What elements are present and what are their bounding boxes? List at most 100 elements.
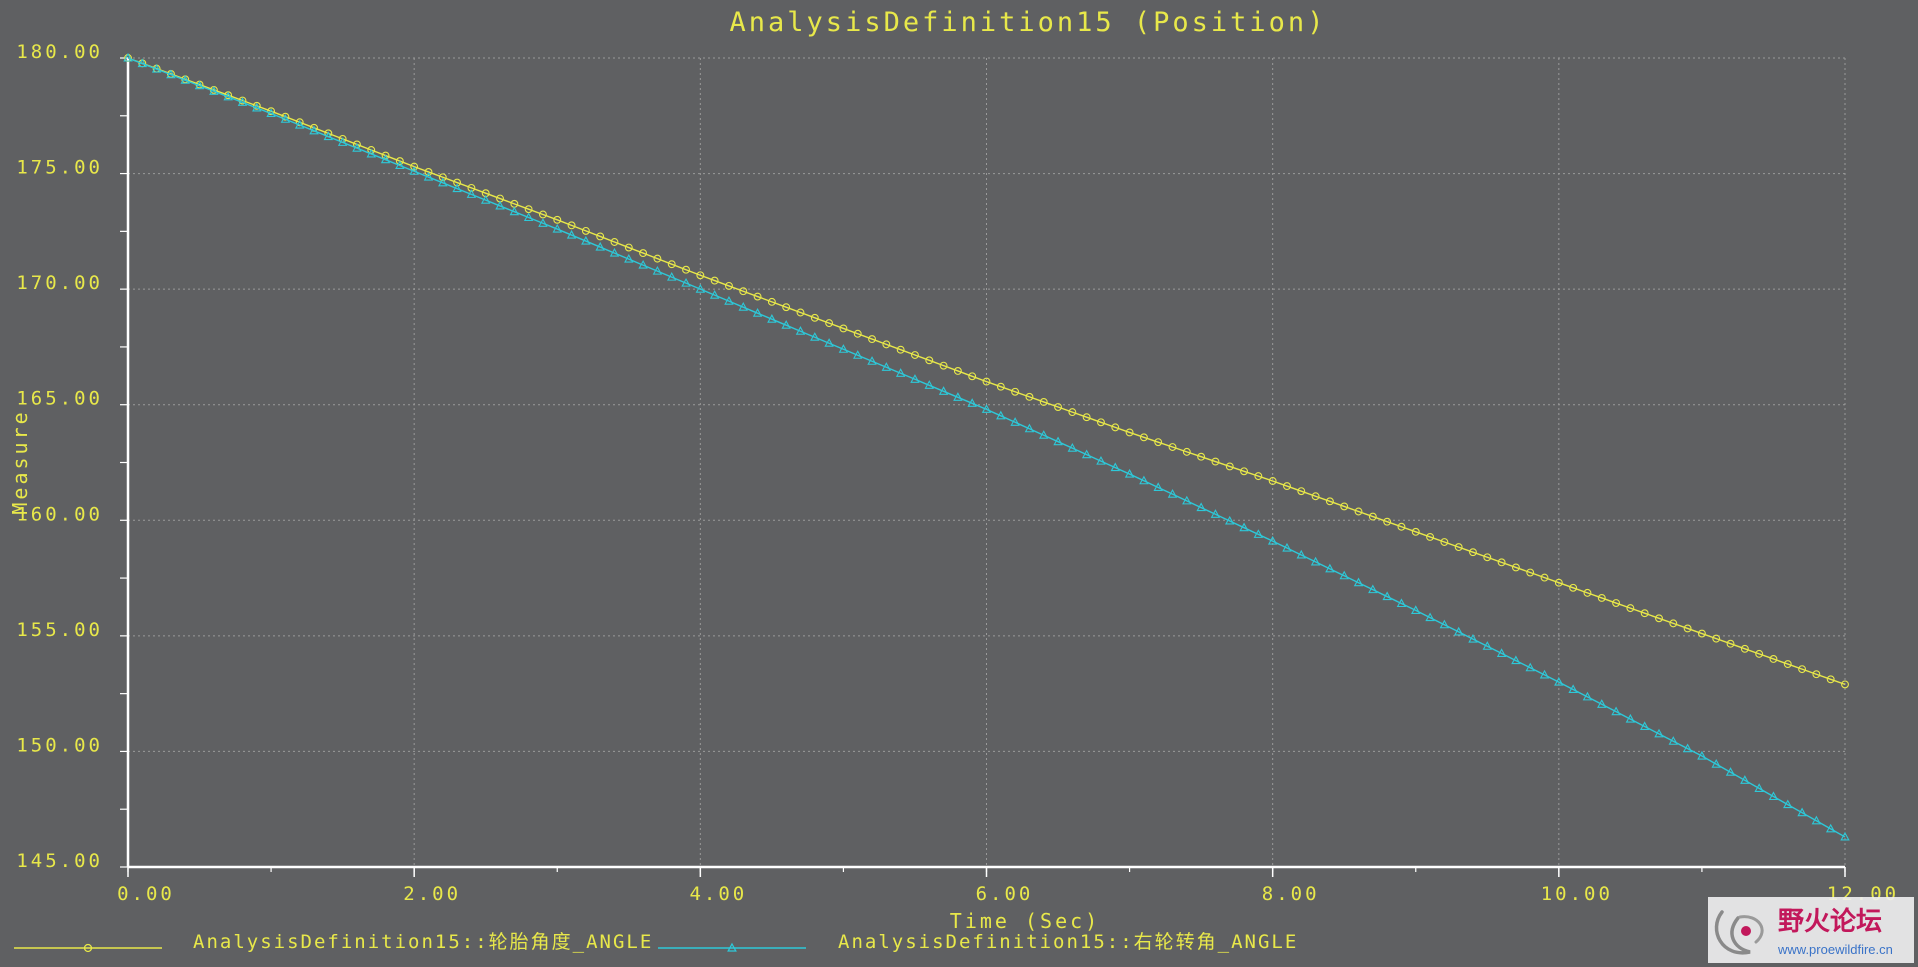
data-point-triangle — [752, 308, 763, 317]
data-point-triangle — [452, 183, 462, 193]
data-point-circle — [1139, 433, 1148, 442]
data-point-triangle — [423, 171, 434, 181]
data-point-triangle — [137, 58, 148, 68]
data-point-triangle — [609, 247, 620, 257]
series-line — [127, 57, 1846, 838]
x-tick-label: 10.00 — [1541, 883, 1613, 905]
data-point-triangle — [180, 75, 190, 84]
data-point-circle — [1554, 578, 1563, 587]
fire-logo-icon — [1714, 910, 1764, 955]
data-point-triangle — [881, 362, 892, 371]
x-tick-label: 6.00 — [976, 883, 1034, 905]
legend-marker-circle — [83, 943, 93, 953]
data-point-circle — [596, 232, 605, 241]
x-tick-label: 2.00 — [403, 883, 461, 905]
y-tick-label: 165.00 — [16, 388, 103, 410]
data-point-circle — [1812, 670, 1821, 679]
data-point-circle — [1325, 497, 1334, 506]
data-point-triangle — [1067, 443, 1078, 452]
data-point-circle — [1511, 563, 1520, 572]
data-point-triangle — [767, 314, 777, 323]
data-point-triangle — [1153, 482, 1163, 492]
data-point-circle — [1311, 492, 1320, 501]
data-point-circle — [267, 107, 276, 116]
data-point-triangle — [1611, 706, 1621, 716]
data-point-circle — [839, 324, 848, 333]
data-point-circle — [1354, 507, 1363, 516]
data-point-circle — [1798, 665, 1807, 674]
data-point-circle — [581, 226, 590, 235]
data-point-circle — [639, 249, 648, 258]
data-point-triangle — [1639, 721, 1650, 731]
data-point-triangle — [1296, 549, 1307, 559]
y-tick-label: 145.00 — [16, 850, 103, 872]
data-point-circle — [1039, 397, 1048, 406]
data-point-triangle — [824, 338, 834, 347]
data-point-triangle — [1453, 626, 1464, 636]
data-point-circle — [1197, 452, 1206, 461]
data-point-triangle — [294, 119, 305, 129]
data-point-triangle — [1139, 475, 1149, 485]
data-point-circle — [1454, 543, 1463, 552]
data-point-circle — [1583, 588, 1592, 597]
data-point-triangle — [209, 86, 219, 95]
data-point-triangle — [967, 398, 977, 407]
data-point-circle — [1340, 502, 1349, 511]
data-point-triangle — [1597, 699, 1607, 708]
data-point-triangle — [166, 69, 176, 79]
data-point-circle — [1154, 438, 1163, 447]
data-point-triangle — [1024, 423, 1035, 433]
series-2 — [123, 52, 1850, 841]
data-point-triangle — [1253, 529, 1264, 538]
data-point-triangle — [924, 380, 934, 389]
data-point-circle — [1712, 634, 1721, 643]
minor-ticks — [120, 57, 1846, 877]
data-point-circle — [1111, 423, 1120, 432]
legend-label-tire-angle: AnalysisDefinition15::轮胎角度_ANGLE — [193, 931, 653, 953]
data-point-triangle — [1210, 509, 1221, 518]
data-point-triangle — [1582, 691, 1593, 701]
data-point-circle — [710, 276, 719, 285]
data-point-triangle — [795, 326, 806, 335]
data-point-triangle — [1310, 556, 1321, 566]
data-point-triangle — [252, 102, 262, 112]
data-point-triangle — [981, 404, 992, 413]
data-point-circle — [667, 260, 676, 269]
data-point-triangle — [509, 206, 520, 216]
data-point-triangle — [1797, 807, 1807, 817]
data-point-circle — [1469, 548, 1477, 557]
data-point-circle — [1626, 604, 1635, 613]
data-point-triangle — [1439, 619, 1450, 629]
data-point-circle — [982, 377, 991, 386]
data-point-triangle — [1053, 436, 1063, 446]
data-point-circle — [624, 243, 633, 252]
y-tick-label: 170.00 — [16, 272, 103, 294]
data-point-circle — [1526, 568, 1535, 577]
tick-labels: 0.00 2.00 4.00 6.00 8.00 10.00 12.00180.00175.… — [16, 41, 1896, 905]
data-point-triangle — [380, 154, 391, 164]
x-tick-label: 8.00 — [1262, 883, 1320, 905]
data-point-triangle — [1511, 655, 1521, 665]
data-point-triangle — [1625, 713, 1636, 723]
data-point-triangle — [1783, 799, 1793, 809]
data-point-triangle — [552, 223, 562, 233]
data-point-triangle — [237, 97, 248, 106]
data-point-circle — [1068, 408, 1077, 417]
data-point-circle — [1097, 418, 1105, 427]
data-point-circle — [381, 151, 390, 160]
data-point-circle — [882, 340, 891, 349]
data-point-circle — [1283, 482, 1291, 491]
data-point-triangle — [996, 410, 1006, 420]
data-point-triangle — [1539, 669, 1550, 679]
data-point-circle — [1783, 660, 1792, 669]
data-point-triangle — [1124, 468, 1135, 478]
data-point-triangle — [624, 253, 634, 263]
data-point-circle — [939, 361, 948, 370]
data-point-triangle — [409, 166, 419, 175]
legend: AnalysisDefinition15::轮胎角度_ANGLE Analysi… — [14, 931, 1296, 953]
data-point-triangle — [1496, 648, 1507, 657]
data-point-circle — [1054, 403, 1062, 411]
data-point-triangle — [1039, 430, 1049, 439]
data-point-circle — [1268, 477, 1277, 485]
data-point-triangle — [1654, 728, 1664, 738]
